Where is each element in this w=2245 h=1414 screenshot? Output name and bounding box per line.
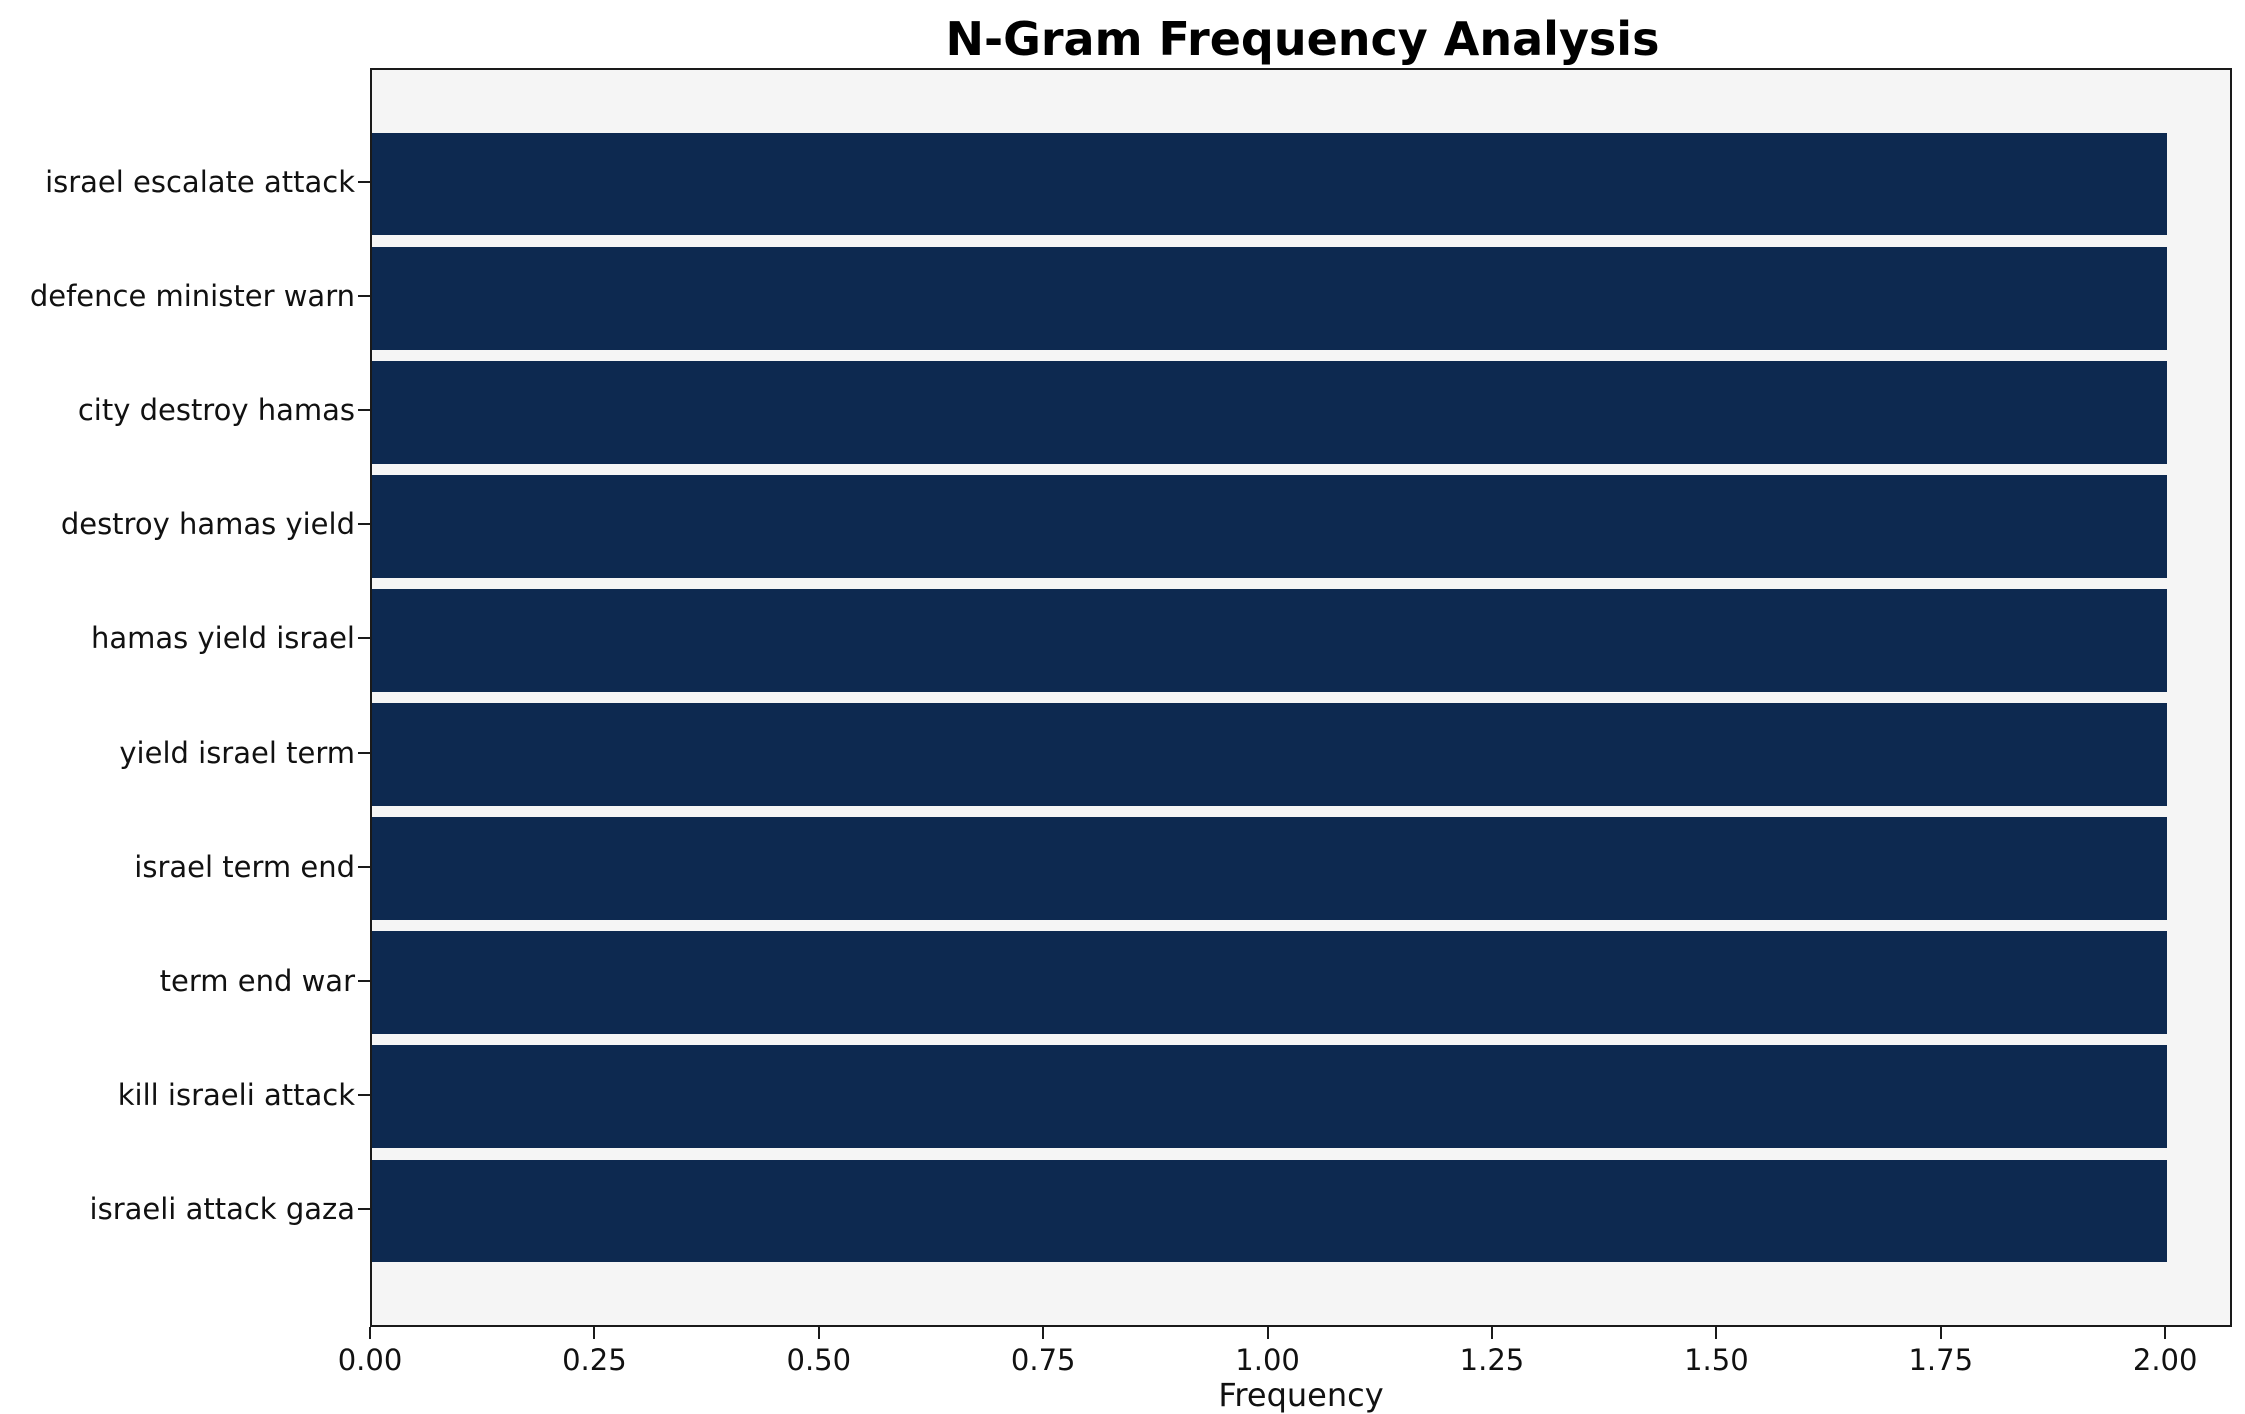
y-tick-mark — [358, 523, 370, 526]
x-tick-mark — [1490, 1327, 1493, 1339]
y-tick-label: kill israeli attack — [117, 1077, 355, 1112]
y-axis-labels: israel escalate attack defence minister w… — [0, 68, 355, 1327]
x-tick-label: 0.25 — [562, 1343, 627, 1377]
x-tick-label: 2.00 — [2132, 1343, 2198, 1377]
y-tick-mark — [358, 865, 370, 868]
y-tick-label: israeli attack gaza — [89, 1191, 355, 1226]
y-tick-mark — [358, 979, 370, 982]
x-axis-ticks: 0.00 0.25 0.50 0.75 1.00 1.25 1.50 1.75 2.00 — [338, 1327, 2232, 1387]
y-tick-mark — [358, 409, 370, 412]
y-tick-mark — [358, 295, 370, 298]
x-tick-mark — [369, 1327, 371, 1339]
x-tick-label: 1.00 — [1235, 1343, 1300, 1377]
bar — [372, 931, 2168, 1035]
bar — [372, 589, 2168, 692]
x-tick-label: 1.75 — [1908, 1343, 1974, 1377]
x-tick-mark — [1266, 1327, 1269, 1339]
plot-area — [370, 68, 2232, 1327]
y-tick-mark — [358, 637, 370, 640]
bar — [372, 246, 2168, 350]
x-tick-label: 0.75 — [1010, 1343, 1076, 1377]
x-tick-label: 1.25 — [1459, 1343, 1525, 1377]
y-tick-label: defence minister warn — [29, 279, 355, 314]
x-tick-label: 0.50 — [786, 1343, 852, 1377]
x-tick-label: 1.50 — [1684, 1343, 1749, 1377]
bar — [372, 1159, 2168, 1263]
x-tick-mark — [1939, 1327, 1942, 1339]
bar — [372, 1045, 2168, 1149]
y-tick-mark — [358, 751, 370, 754]
y-tick-mark — [358, 181, 370, 184]
y-tick-label: israel term end — [134, 849, 355, 884]
x-tick-mark — [2164, 1327, 2167, 1339]
y-tick-label: destroy hamas yield — [60, 507, 355, 542]
x-tick-mark — [817, 1327, 820, 1339]
y-tick-mark — [358, 1207, 370, 1210]
y-tick-mark — [358, 1093, 370, 1096]
bar — [372, 703, 2168, 806]
chart-title: N-Gram Frequency Analysis — [945, 12, 1660, 66]
x-tick-mark — [593, 1327, 596, 1339]
x-tick-mark — [1715, 1327, 1718, 1339]
y-tick-label: hamas yield israel — [90, 621, 355, 656]
x-tick-mark — [1042, 1327, 1045, 1339]
bar — [372, 817, 2168, 920]
bar — [372, 360, 2168, 464]
y-tick-label: term end war — [159, 963, 355, 998]
bar — [372, 132, 2168, 236]
y-tick-label: city destroy hamas — [77, 393, 355, 428]
x-tick-label: 0.00 — [337, 1343, 403, 1377]
bar — [372, 475, 2168, 578]
y-tick-label: yield israel term — [119, 735, 355, 770]
y-tick-label: israel escalate attack — [45, 165, 355, 200]
x-axis-label: Frequency — [1218, 1376, 1384, 1414]
